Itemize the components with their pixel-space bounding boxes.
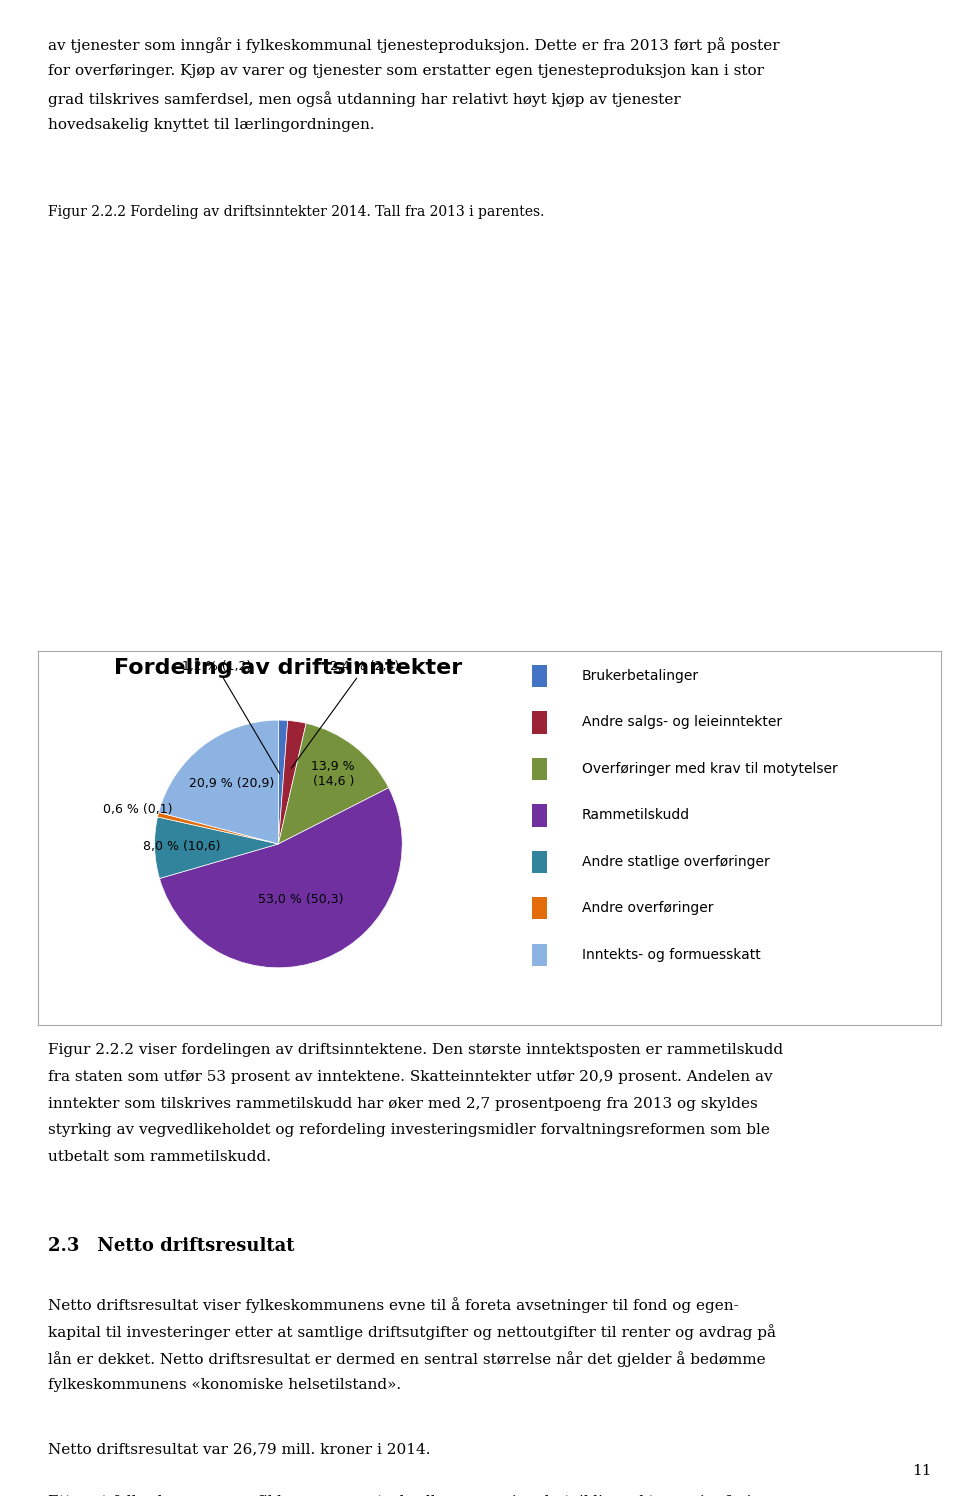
- Wedge shape: [278, 721, 306, 844]
- Text: utbetalt som rammetilskudd.: utbetalt som rammetilskudd.: [48, 1150, 271, 1164]
- Wedge shape: [157, 812, 278, 844]
- Text: Figur 2.2.2 viser fordelingen av driftsinntektene. Den største inntektsposten er: Figur 2.2.2 viser fordelingen av driftsi…: [48, 1043, 783, 1056]
- Text: Etter at fylkeskommunene fikk en mer sentral rolle som regional utviklingsaktør : Etter at fylkeskommunene fikk en mer sen…: [48, 1495, 771, 1496]
- Text: Figur 2.2.2 Fordeling av driftsinntekter 2014. Tall fra 2013 i parentes.: Figur 2.2.2 Fordeling av driftsinntekter…: [48, 205, 544, 218]
- Text: av tjenester som inngår i fylkeskommunal tjenesteproduksjon. Dette er fra 2013 f: av tjenester som inngår i fylkeskommunal…: [48, 37, 780, 54]
- Wedge shape: [158, 720, 278, 844]
- Wedge shape: [155, 817, 278, 878]
- Bar: [532, 758, 547, 779]
- Text: 2,4 % (2,4): 2,4 % (2,4): [291, 660, 399, 769]
- Text: Inntekts- og formuesskatt: Inntekts- og formuesskatt: [582, 948, 760, 962]
- Wedge shape: [159, 788, 402, 968]
- Bar: [532, 851, 547, 874]
- Text: 2.3 Netto driftsresultat: 2.3 Netto driftsresultat: [48, 1237, 295, 1255]
- Text: lån er dekket. Netto driftsresultat er dermed en sentral størrelse når det gjeld: lån er dekket. Netto driftsresultat er d…: [48, 1351, 766, 1367]
- Bar: [532, 711, 547, 733]
- Text: kapital til investeringer etter at samtlige driftsutgifter og nettoutgifter til : kapital til investeringer etter at samtl…: [48, 1324, 776, 1340]
- Text: Rammetilskudd: Rammetilskudd: [582, 808, 690, 823]
- Bar: [532, 898, 547, 920]
- Text: Overføringer med krav til motytelser: Overføringer med krav til motytelser: [582, 761, 837, 776]
- Text: 0,6 % (0,1): 0,6 % (0,1): [103, 803, 172, 815]
- Text: hovedsakelig knyttet til lærlingordningen.: hovedsakelig knyttet til lærlingordninge…: [48, 118, 374, 132]
- Text: Andre salgs- og leieinntekter: Andre salgs- og leieinntekter: [582, 715, 781, 730]
- Text: 20,9 % (20,9): 20,9 % (20,9): [189, 776, 275, 790]
- Text: Fordeling av driftsinntekter: Fordeling av driftsinntekter: [114, 658, 462, 678]
- Text: fra staten som utfør 53 prosent av inntektene. Skatteinntekter utfør 20,9 prosen: fra staten som utfør 53 prosent av innte…: [48, 1070, 773, 1083]
- Text: grad tilskrives samferdsel, men også utdanning har relativt høyt kjøp av tjenest: grad tilskrives samferdsel, men også utd…: [48, 91, 681, 108]
- Text: Brukerbetalinger: Brukerbetalinger: [582, 669, 699, 684]
- Text: 1,2 % (1,2): 1,2 % (1,2): [181, 660, 279, 773]
- Wedge shape: [278, 723, 389, 844]
- Text: 8,0 % (10,6): 8,0 % (10,6): [143, 841, 221, 854]
- Text: 13,9 %
(14,6 ): 13,9 % (14,6 ): [311, 760, 355, 788]
- Text: Andre statlige overføringer: Andre statlige overføringer: [582, 854, 769, 869]
- Text: fylkeskommunens «konomiske helsetilstand».: fylkeskommunens «konomiske helsetilstand…: [48, 1378, 401, 1391]
- Text: 11: 11: [912, 1465, 931, 1478]
- Bar: [532, 805, 547, 827]
- Text: inntekter som tilskrives rammetilskudd har øker med 2,7 prosentpoeng fra 2013 og: inntekter som tilskrives rammetilskudd h…: [48, 1097, 757, 1110]
- Text: Netto driftsresultat viser fylkeskommunens evne til å foreta avsetninger til fon: Netto driftsresultat viser fylkeskommune…: [48, 1297, 739, 1313]
- Text: Andre overføringer: Andre overføringer: [582, 901, 713, 916]
- Text: styrking av vegvedlikeholdet og refordeling investeringsmidler forvaltningsrefor: styrking av vegvedlikeholdet og refordel…: [48, 1123, 770, 1137]
- Wedge shape: [278, 720, 288, 844]
- Text: Netto driftsresultat var 26,79 mill. kroner i 2014.: Netto driftsresultat var 26,79 mill. kro…: [48, 1442, 430, 1456]
- Text: 53,0 % (50,3): 53,0 % (50,3): [257, 893, 343, 905]
- Text: for overføringer. Kjøp av varer og tjenester som erstatter egen tjenesteproduksj: for overføringer. Kjøp av varer og tjene…: [48, 64, 764, 78]
- Bar: [532, 664, 547, 687]
- Bar: [532, 944, 547, 966]
